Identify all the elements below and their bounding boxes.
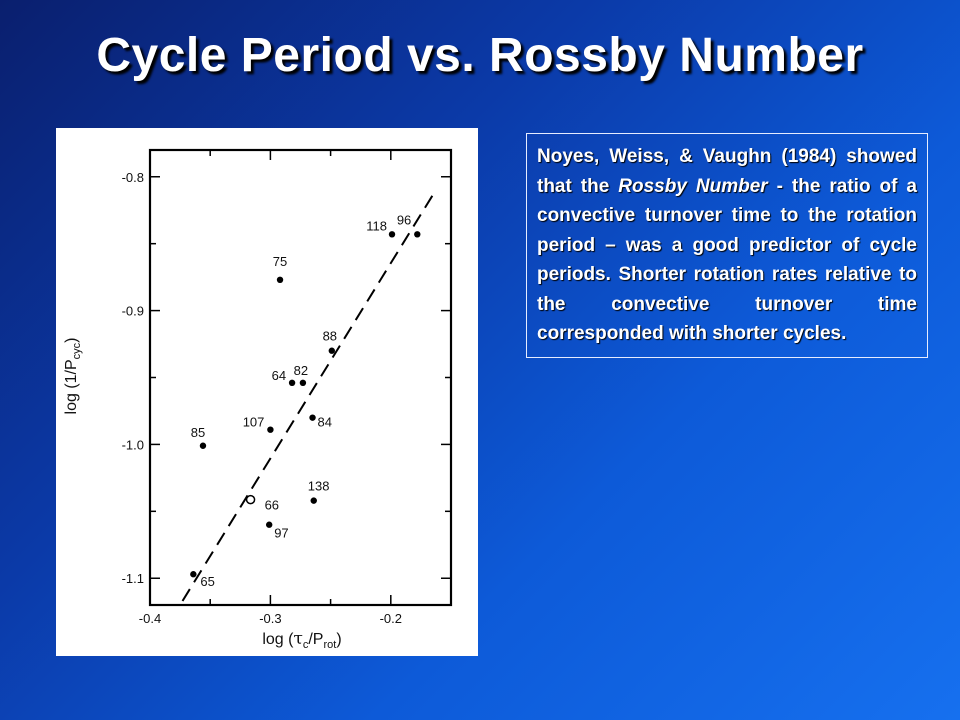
- x-tick-label: -0.3: [259, 611, 281, 626]
- description-emphasis: Rossby Number: [618, 175, 768, 197]
- data-point-label: 97: [274, 526, 288, 541]
- y-tick-label: -0.8: [122, 170, 144, 185]
- x-axis-label-end: ): [336, 631, 341, 648]
- data-point-label: 96: [397, 212, 411, 227]
- data-point-label: 138: [308, 479, 330, 494]
- data-point-label: 85: [191, 425, 205, 440]
- y-axis-label: log (1/Pcyc): [63, 338, 83, 415]
- y-axis-ticks: -0.8 -0.9 -1.0 -1.1: [122, 170, 451, 586]
- data-point: [288, 379, 296, 387]
- data-point: [299, 379, 307, 387]
- x-axis-label: log (τc/Prot): [262, 629, 341, 651]
- data-point: [267, 426, 274, 433]
- data-point: [265, 521, 273, 528]
- fit-line: [181, 192, 435, 602]
- data-point-label: 75: [273, 254, 287, 269]
- data-point-label: 84: [318, 415, 332, 430]
- y-axis-label-end: ): [63, 338, 80, 343]
- data-point-label: 88: [323, 329, 337, 344]
- x-axis-label-mid: /P: [308, 631, 323, 648]
- scatter-chart: -0.4 -0.3 -0.2 -0.8 -0.9 -1.0 -1.1 96 118 75 88 6…: [63, 148, 453, 651]
- y-axis-label-sub: cyc: [71, 342, 83, 359]
- x-axis-label-log: log (: [262, 631, 294, 648]
- data-point: [309, 414, 316, 421]
- data-point: [310, 497, 317, 504]
- data-point-label: 66: [265, 498, 279, 513]
- fit-line-group: [181, 192, 435, 602]
- y-tick-label: -1.1: [122, 571, 144, 586]
- data-point: [414, 231, 421, 238]
- x-axis-label-tau: τ: [293, 629, 302, 649]
- data-point: [190, 571, 197, 578]
- data-point-label: 118: [366, 218, 387, 233]
- y-tick-label: -1.0: [122, 437, 144, 452]
- description-box: Noyes, Weiss, & Vaughn (1984) showed tha…: [526, 133, 928, 358]
- data-point: [199, 442, 207, 449]
- data-point-label: 82: [294, 363, 308, 378]
- data-point-label: 65: [200, 574, 214, 589]
- x-axis-ticks: -0.4 -0.3 -0.2: [139, 150, 452, 626]
- y-axis-label-main: log (1/P: [63, 359, 80, 414]
- data-point: [276, 276, 284, 284]
- y-tick-label: -0.9: [122, 304, 144, 319]
- data-point: [388, 231, 396, 238]
- data-point: [328, 347, 336, 354]
- description-text-2: - the ratio of a convective turnover tim…: [537, 175, 917, 345]
- x-tick-label: -0.4: [139, 611, 161, 626]
- slide-title: Cycle Period vs. Rossby Number: [96, 29, 864, 82]
- x-axis-label-tau-sub: c: [303, 639, 309, 651]
- x-axis-label-p-sub: rot: [323, 639, 336, 651]
- description-text-1: Noyes, Weiss, & Vaughn (1984) showed tha…: [537, 146, 917, 197]
- data-point-label: 107: [243, 415, 265, 430]
- data-points: 96 118 75 88 64 82 107 84 85 138 66 97 65: [190, 212, 421, 589]
- x-tick-label: -0.2: [380, 611, 402, 626]
- data-point-label: 64: [272, 368, 286, 383]
- chart-figure: -0.4 -0.3 -0.2 -0.8 -0.9 -1.0 -1.1 96 118 75 88 6…: [56, 128, 478, 656]
- data-point-open: [245, 494, 256, 505]
